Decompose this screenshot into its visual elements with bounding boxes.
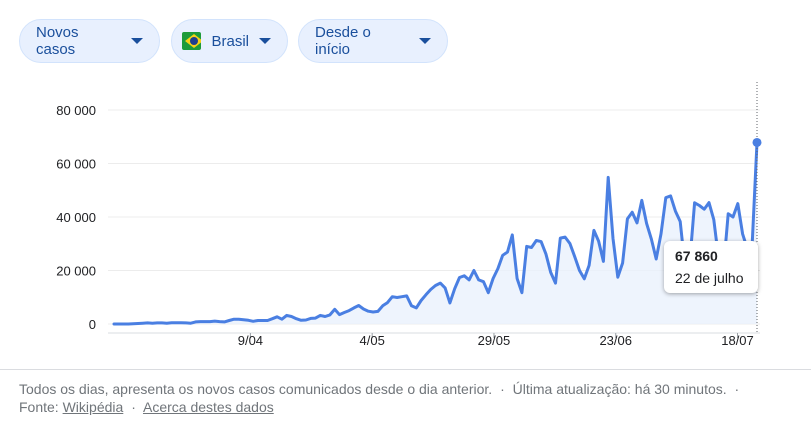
caret-down-icon (419, 38, 431, 44)
x-tick-label: 23/06 (599, 333, 632, 348)
footer-source-label: Fonte: (19, 399, 59, 415)
footer-updated: Última atualização: há 30 minutos. (512, 381, 727, 397)
footer: Todos os dias, apresenta os novos casos … (19, 380, 809, 416)
tooltip-date: 22 de julho (675, 270, 744, 286)
range-dropdown[interactable]: Desde o início (298, 19, 448, 63)
x-tick-label: 29/05 (478, 333, 511, 348)
footer-separator: · (500, 381, 505, 397)
y-tick-label: 60 000 (56, 157, 96, 172)
cases-chart[interactable]: 0 20 000 40 000 60 000 80 000 9/04 4/05 29/05 23… (0, 70, 811, 360)
footer-separator: · (734, 381, 740, 397)
highlight-point (752, 137, 762, 147)
wikipedia-link[interactable]: Wikipédia (62, 399, 124, 415)
x-tick-label: 4/05 (360, 333, 385, 348)
y-tick-label: 40 000 (56, 210, 96, 225)
footer-description: Todos os dias, apresenta os novos casos … (19, 381, 493, 397)
metric-dropdown[interactable]: Novos casos (19, 19, 160, 63)
y-tick-label: 20 000 (56, 264, 96, 279)
about-data-link[interactable]: Acerca destes dados (142, 399, 274, 415)
range-dropdown-label: Desde o início (315, 24, 371, 58)
x-tick-label: 9/04 (238, 333, 263, 348)
footer-separator: · (131, 399, 136, 415)
caret-down-icon (259, 38, 271, 44)
footer-divider (0, 369, 811, 370)
series-area (114, 142, 757, 324)
caret-down-icon (131, 38, 143, 44)
y-tick-label: 80 000 (56, 103, 96, 118)
y-tick-label: 0 (89, 317, 96, 332)
data-tooltip: 67 860 22 de julho (664, 241, 758, 293)
metric-dropdown-label: Novos casos (36, 24, 79, 58)
brazil-flag-icon (182, 32, 202, 50)
series-line (112, 141, 759, 326)
tooltip-value: 67 860 (675, 248, 718, 264)
country-dropdown[interactable]: Brasil (171, 19, 288, 63)
country-dropdown-label: Brasil (211, 32, 249, 50)
x-tick-label: 18/07 (721, 333, 754, 348)
